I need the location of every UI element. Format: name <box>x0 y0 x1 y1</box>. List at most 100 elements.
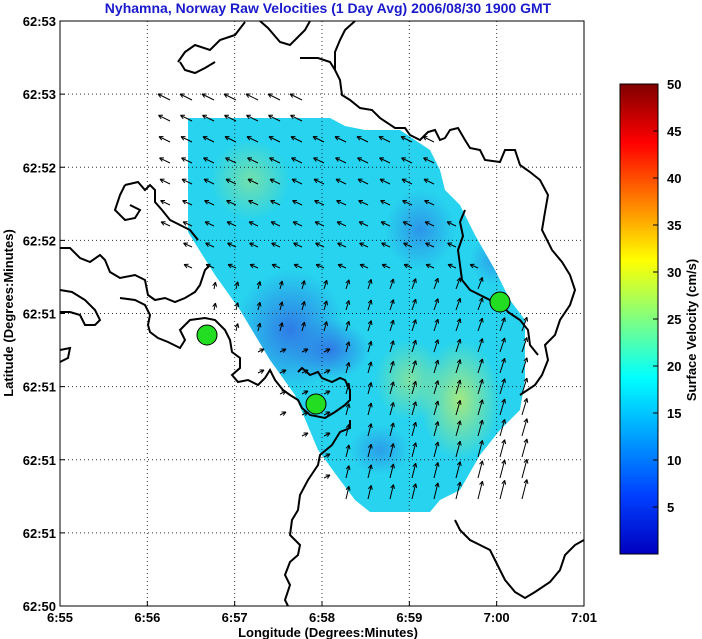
velocity-vectors <box>157 93 529 500</box>
velocity-arrow <box>179 93 193 101</box>
colorbar-tick-label: 45 <box>667 124 681 139</box>
colorbar-ticks: 5 10 15 20 25 30 35 40 45 50 <box>653 77 681 515</box>
velocity-arrow <box>181 178 193 185</box>
colorbar-label: Surface Velocity (cm/s) <box>684 259 699 401</box>
station-marker <box>305 393 327 415</box>
velocity-arrow <box>249 263 259 269</box>
velocity-arrow <box>499 317 506 332</box>
velocity-arrow <box>180 114 193 122</box>
velocity-arrow <box>455 379 462 395</box>
velocity-arrow <box>227 242 237 248</box>
velocity-arrow <box>289 93 303 101</box>
velocity-arrow <box>345 465 351 479</box>
velocity-arrow <box>269 157 281 164</box>
velocity-arrow <box>323 432 331 437</box>
velocity-arrow <box>389 360 395 374</box>
velocity-arrow <box>224 136 237 143</box>
velocity-arrow <box>345 444 351 458</box>
velocity-arrow <box>381 263 391 269</box>
velocity-arrow <box>477 399 484 416</box>
velocity-arrow <box>455 297 462 311</box>
velocity-arrow <box>423 157 435 164</box>
velocity-arrow <box>323 411 331 416</box>
velocity-arrow <box>433 462 440 479</box>
velocity-arrow <box>323 348 331 353</box>
velocity-arrow <box>246 136 259 143</box>
velocity-arrow <box>212 281 218 290</box>
station-marker <box>489 291 511 313</box>
velocity-arrow <box>389 443 395 458</box>
colorbar <box>619 83 659 555</box>
velocity-arrow <box>249 242 259 248</box>
velocity-arrow <box>433 339 440 353</box>
y-tick-label: 62:52 <box>23 233 56 248</box>
velocity-arrow <box>521 377 529 395</box>
x-tick-label: 7:01 <box>571 610 597 625</box>
velocity-arrow <box>455 420 462 437</box>
velocity-arrow <box>389 299 395 311</box>
x-tick-label: 7:00 <box>484 610 510 625</box>
velocity-arrow <box>247 157 259 164</box>
velocity-arrow <box>315 263 325 269</box>
velocity-arrow <box>411 339 417 353</box>
velocity-arrow <box>301 280 306 290</box>
velocity-arrow <box>389 484 395 500</box>
velocity-arrow <box>158 114 171 122</box>
velocity-arrow <box>267 93 281 101</box>
velocity-arrow <box>256 301 262 311</box>
colorbar-tick-label: 20 <box>667 359 681 374</box>
velocity-arrow <box>336 221 347 227</box>
velocity-arrow <box>433 359 440 374</box>
velocity-arrow <box>401 178 413 185</box>
velocity-arrow <box>335 157 347 164</box>
velocity-arrow <box>455 440 462 458</box>
y-tick-label: 62:51 <box>23 453 56 468</box>
velocity-arrow <box>223 93 237 101</box>
velocity-arrow <box>403 242 413 248</box>
velocity-arrow <box>345 423 351 437</box>
velocity-arrow <box>181 157 193 164</box>
velocity-arrow <box>291 178 303 185</box>
velocity-arrow <box>336 199 347 206</box>
velocity-arrow <box>358 221 369 227</box>
velocity-arrow <box>204 199 215 206</box>
velocity-arrow <box>367 382 373 395</box>
velocity-arrow <box>291 157 303 164</box>
velocity-arrow <box>380 221 391 227</box>
velocity-arrow <box>245 93 259 101</box>
velocity-arrow <box>389 278 395 290</box>
velocity-arrow <box>389 381 395 395</box>
station-markers <box>196 291 511 415</box>
velocity-arrow <box>182 199 193 206</box>
velocity-arrow <box>389 422 395 437</box>
velocity-arrow <box>521 418 529 437</box>
velocity-arrow <box>411 380 418 395</box>
velocity-arrow <box>345 382 351 395</box>
velocity-arrow <box>182 221 193 227</box>
velocity-arrow <box>367 299 373 311</box>
velocity-arrow <box>313 178 325 185</box>
velocity-arrow <box>323 453 331 458</box>
y-tick-labels: 62:50 62:51 62:51 62:51 62:51 62:52 62:52 62:53… <box>23 14 65 614</box>
velocity-arrow <box>248 221 259 227</box>
velocity-arrow <box>499 357 506 374</box>
velocity-arrow <box>225 157 237 164</box>
velocity-arrow <box>424 199 435 206</box>
velocity-arrow <box>379 178 391 185</box>
velocity-arrow <box>499 439 507 458</box>
velocity-arrow <box>345 485 351 500</box>
velocity-arrow <box>433 380 440 395</box>
velocity-arrow <box>279 348 287 353</box>
velocity-arrow <box>477 378 484 395</box>
y-tick-label: 62:50 <box>23 599 56 614</box>
velocity-arrow <box>314 221 325 227</box>
velocity-arrow <box>312 136 325 143</box>
velocity-arrow <box>401 157 413 164</box>
velocity-arrow <box>323 474 331 479</box>
x-tick-labels: 6:55 6:56 6:57 6:58 6:59 7:00 7:01 <box>47 601 597 625</box>
velocity-arrow <box>183 263 193 269</box>
velocity-arrow <box>301 390 309 395</box>
velocity-arrow <box>301 321 306 332</box>
velocity-arrow <box>212 302 218 311</box>
